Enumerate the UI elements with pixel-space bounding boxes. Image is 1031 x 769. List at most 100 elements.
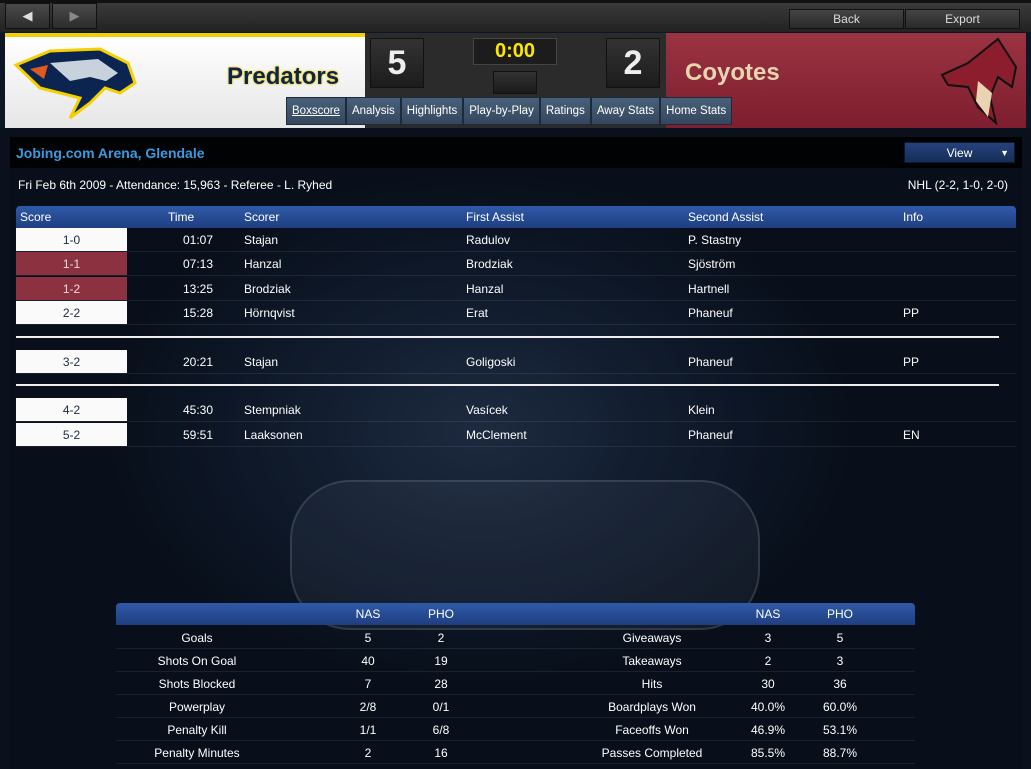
goal-score: 3-2 — [16, 350, 127, 373]
goal-info: PP — [903, 306, 920, 320]
goal-score: 1-1 — [16, 252, 127, 275]
away-value: 19 — [434, 654, 448, 668]
chevron-left-icon: ◀ — [22, 8, 33, 23]
stat-row: Penalty Minutes 2 16 Passes Completed 85.5% 8… — [116, 741, 915, 764]
goal-row[interactable]: 4-2 45:30 Stempniak Vasícek Klein — [16, 398, 1016, 422]
caret-down-icon: ▼ — [1000, 147, 1009, 158]
away-team-name: Coyotes — [685, 59, 780, 86]
away-value: 60.0% — [822, 700, 858, 714]
goal-scorer: Stajan — [244, 233, 279, 247]
tab-ratings[interactable]: Ratings — [539, 97, 591, 125]
goal-score: 1-0 — [16, 228, 127, 251]
first-assist: McClement — [466, 428, 527, 442]
goal-row[interactable]: 1-1 07:13 Hanzal Brodziak Sjöström — [16, 252, 1016, 276]
forward-arrow-button[interactable]: ▶ — [52, 3, 97, 29]
second-assist: Klein — [688, 403, 715, 417]
home-value: 30 — [761, 677, 775, 691]
home-value: 40.0% — [750, 700, 786, 714]
away-value: 5 — [836, 631, 844, 645]
view-dropdown[interactable]: View ▼ — [904, 142, 1015, 163]
home-value: 2/8 — [359, 700, 377, 714]
stat-label: Shots On Goal — [157, 654, 237, 668]
period-indicator — [493, 71, 537, 94]
first-assist: Hanzal — [466, 282, 504, 296]
goal-row[interactable]: 5-2 59:51 Laaksonen McClement Phaneuf EN — [16, 423, 1016, 447]
first-assist: Vasícek — [466, 403, 508, 417]
game-details: Fri Feb 6th 2009 - Attendance: 15,963 - … — [18, 178, 333, 192]
away-value: 0/1 — [432, 700, 450, 714]
stat-label: Takeaways — [622, 654, 682, 668]
away-value: 36 — [833, 677, 847, 691]
game-clock: 0:00 — [473, 38, 557, 65]
first-assist: Goligoski — [466, 355, 516, 369]
arena-background — [0, 128, 1031, 769]
tab-bar: Boxscore Analysis Highlights Play-by-Pla… — [286, 97, 733, 125]
back-arrow-button[interactable]: ◀ — [5, 3, 50, 29]
period-divider — [16, 336, 999, 338]
stat-label: Penalty Minutes — [154, 746, 240, 760]
second-assist: Phaneuf — [688, 306, 733, 320]
goal-time: 59:51 — [182, 428, 214, 442]
goal-time: 15:28 — [182, 306, 214, 320]
home-value: 2 — [764, 654, 772, 668]
chevron-right-icon: ▶ — [69, 8, 80, 23]
away-value: 2 — [437, 631, 445, 645]
venue-title: Jobing.com Arena, Glendale — [16, 145, 205, 161]
tab-home-stats[interactable]: Home Stats — [660, 97, 733, 125]
goal-scorer: Stempniak — [244, 403, 301, 417]
second-assist: Sjöström — [688, 257, 736, 271]
first-assist: Brodziak — [466, 257, 513, 271]
back-button[interactable]: Back — [789, 9, 904, 29]
goal-row[interactable]: 1-0 01:07 Stajan Radulov P. Stastny — [16, 228, 1016, 252]
second-assist: P. Stastny — [688, 233, 742, 247]
second-assist: Phaneuf — [688, 428, 733, 442]
stat-row: Goals 5 2 Giveaways 3 5 — [116, 626, 915, 649]
coyotes-logo — [940, 37, 1018, 125]
stat-label: Giveaways — [622, 631, 682, 645]
goal-scorer: Stajan — [244, 355, 279, 369]
home-value: 85.5% — [750, 746, 786, 760]
away-value: 88.7% — [822, 746, 858, 760]
col-score: Score — [20, 210, 52, 224]
col-nas: NAS — [755, 607, 781, 621]
goal-row[interactable]: 3-2 20:21 Stajan Goligoski Phaneuf PP — [16, 350, 1016, 374]
first-assist: Radulov — [466, 233, 511, 247]
goal-time: 13:25 — [182, 282, 214, 296]
stat-label: Powerplay — [168, 700, 226, 714]
goal-scorer: Hörnqvist — [244, 306, 295, 320]
stat-label: Shots Blocked — [158, 677, 236, 691]
period-divider — [16, 384, 999, 386]
view-label: View — [946, 145, 973, 160]
col-scorer: Scorer — [244, 210, 280, 224]
away-value: 28 — [434, 677, 448, 691]
stat-label: Boardplays Won — [608, 700, 696, 714]
home-value: 1/1 — [359, 723, 377, 737]
tab-highlights[interactable]: Highlights — [400, 97, 464, 125]
home-team-name: Predators — [227, 63, 340, 90]
col-first-assist: First Assist — [466, 210, 525, 224]
tab-boxscore[interactable]: Boxscore — [286, 97, 346, 125]
stat-row: Powerplay 2/8 0/1 Boardplays Won 40.0% 60.0% — [116, 695, 915, 718]
tab-play-by-play[interactable]: Play-by-Play — [463, 97, 540, 125]
goal-time: 20:21 — [182, 355, 214, 369]
goal-score: 5-2 — [16, 423, 127, 446]
goal-score: 4-2 — [16, 398, 127, 421]
goal-row[interactable]: 1-2 13:25 Brodziak Hanzal Hartnell — [16, 277, 1016, 301]
goal-row[interactable]: 2-2 15:28 Hörnqvist Erat Phaneuf PP — [16, 301, 1016, 325]
stat-row: Penalty Kill 1/1 6/8 Faceoffs Won 46.9% 53.1% — [116, 718, 915, 741]
col-second-assist: Second Assist — [688, 210, 764, 224]
tab-away-stats[interactable]: Away Stats — [590, 97, 661, 125]
export-button[interactable]: Export — [905, 9, 1020, 29]
tab-analysis[interactable]: Analysis — [345, 97, 401, 125]
stat-label: Passes Completed — [601, 746, 703, 760]
goal-score: 1-2 — [16, 277, 127, 300]
home-value: 5 — [364, 631, 372, 645]
col-nas: NAS — [355, 607, 381, 621]
goal-time: 45:30 — [182, 403, 214, 417]
away-value: 16 — [434, 746, 448, 760]
away-value: 6/8 — [432, 723, 450, 737]
away-team-panel: Coyotes — [666, 33, 1026, 128]
goal-info: PP — [903, 355, 920, 369]
stat-label: Hits — [641, 677, 663, 691]
col-info: Info — [903, 210, 924, 224]
